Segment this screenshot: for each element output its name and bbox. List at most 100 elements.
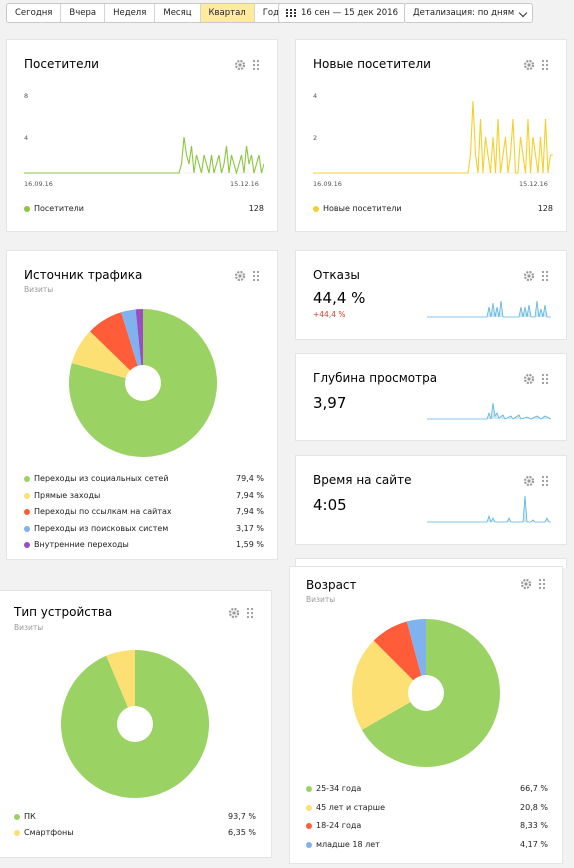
new-visitors-title: Новые посетители bbox=[313, 57, 431, 71]
card-tools bbox=[228, 607, 258, 619]
period-selector: Сегодня Вчера Неделя Месяц Квартал Год bbox=[6, 3, 289, 23]
drag-handle-icon[interactable] bbox=[246, 607, 254, 619]
pie-slice[interactable] bbox=[106, 650, 135, 724]
new-visitors-legend: Новые посетители 128 bbox=[313, 203, 553, 215]
period-week-button[interactable]: Неделя bbox=[105, 4, 156, 22]
traffic-source-title: Источник трафика bbox=[24, 268, 143, 282]
legend-value: 8,33 % bbox=[520, 821, 548, 830]
card-tools bbox=[523, 475, 553, 487]
legend-value: 20,8 % bbox=[520, 802, 548, 812]
legend-item[interactable]: 45 лет и старше 20,8 % bbox=[306, 802, 548, 814]
legend-name: Новые посетители bbox=[323, 204, 402, 213]
depth-sparkline bbox=[427, 402, 551, 420]
device-type-subtitle: Визиты bbox=[14, 623, 44, 632]
date-range-button[interactable]: 16 сен — 15 дек 2016 bbox=[278, 3, 406, 23]
depth-value: 3,97 bbox=[313, 394, 347, 412]
time-on-site-card: Время на сайте 4:05 bbox=[295, 455, 567, 545]
legend-name: младше 18 лет bbox=[316, 839, 380, 849]
legend-item[interactable]: Переходы из социальных сетей 79,4 % bbox=[24, 473, 264, 485]
legend-value: 6,35 % bbox=[228, 828, 256, 837]
gear-icon[interactable] bbox=[234, 270, 246, 282]
bounce-card: Отказы 44,4 % +44,4 % bbox=[295, 250, 567, 340]
legend-item[interactable]: ПК 93,7 % bbox=[14, 811, 256, 823]
drag-handle-icon[interactable] bbox=[538, 578, 546, 590]
detail-dropdown[interactable]: Детализация: по дням bbox=[404, 3, 534, 23]
legend-dot bbox=[14, 814, 20, 820]
legend-name: 45 лет и старше bbox=[316, 802, 385, 812]
legend-item[interactable]: Прямые заходы 7,94 % bbox=[24, 490, 264, 502]
age-title: Возраст bbox=[306, 578, 357, 592]
legend-dot bbox=[24, 206, 30, 212]
x-end-label: 15.12.16 bbox=[230, 180, 259, 188]
y-tick-label: 8 bbox=[24, 92, 29, 100]
legend-name: Посетители bbox=[34, 204, 84, 213]
card-tools bbox=[523, 59, 553, 71]
period-quarter-button[interactable]: Квартал bbox=[200, 4, 255, 22]
pie-slice[interactable] bbox=[351, 640, 426, 730]
drag-handle-icon[interactable] bbox=[252, 270, 260, 282]
series-line bbox=[24, 136, 264, 174]
gear-icon[interactable] bbox=[523, 373, 535, 385]
legend-value: 4,17 % bbox=[520, 839, 548, 849]
legend-item[interactable]: Посетители 128 bbox=[24, 203, 264, 215]
pie-slice[interactable] bbox=[90, 312, 143, 383]
device-type-title: Тип устройства bbox=[14, 605, 113, 619]
legend-item[interactable]: 25-34 года 66,7 % bbox=[306, 783, 548, 795]
period-year-button[interactable]: Год bbox=[262, 8, 280, 18]
legend-item[interactable]: Новые посетители 128 bbox=[313, 203, 553, 215]
card-tools bbox=[523, 270, 553, 282]
new-visitors-line-chart bbox=[313, 100, 553, 174]
device-type-legend: ПК 93,7 % Смартфоны 6,35 % bbox=[14, 811, 256, 851]
drag-handle-icon[interactable] bbox=[541, 59, 549, 71]
legend-value: 79,4 % bbox=[236, 474, 264, 483]
pie-slice[interactable] bbox=[406, 619, 426, 693]
legend-value: 128 bbox=[248, 204, 264, 213]
period-yesterday-button[interactable]: Вчера bbox=[61, 4, 106, 22]
toolbar: Сегодня Вчера Неделя Месяц Квартал Год 1… bbox=[0, 0, 574, 30]
drag-handle-icon[interactable] bbox=[541, 373, 549, 385]
legend-name: 25-34 года bbox=[316, 784, 362, 793]
legend-item[interactable]: Переходы по ссылкам на сайтах 7,94 % bbox=[24, 506, 264, 518]
x-start-label: 16.09.16 bbox=[313, 180, 342, 188]
period-today-button[interactable]: Сегодня bbox=[7, 4, 62, 22]
donut-hole bbox=[125, 365, 161, 401]
pie-slice[interactable] bbox=[121, 309, 143, 383]
legend-item[interactable]: Внутренние переходы 1,59 % bbox=[24, 539, 264, 551]
legend-name: Внутренние переходы bbox=[34, 540, 129, 550]
drag-handle-icon[interactable] bbox=[541, 475, 549, 487]
bounce-value: 44,4 % bbox=[313, 289, 366, 307]
period-month-button[interactable]: Месяц bbox=[155, 4, 201, 22]
drag-handle-icon[interactable] bbox=[252, 59, 260, 71]
traffic-source-card: Источник трафика Визиты Переходы из соци… bbox=[6, 250, 278, 560]
age-card: Возраст Визиты 25-34 года 66,7 % 45 лет и … bbox=[289, 566, 563, 864]
card-tools bbox=[523, 373, 553, 385]
legend-dot bbox=[24, 476, 30, 482]
pie-slice[interactable] bbox=[373, 621, 426, 693]
legend-value: 7,94 % bbox=[236, 490, 264, 500]
pie-slice[interactable] bbox=[135, 309, 143, 383]
drag-handle-icon[interactable] bbox=[541, 270, 549, 282]
legend-item[interactable]: 18-24 года 8,33 % bbox=[306, 820, 548, 832]
legend-item[interactable]: Смартфоны 6,35 % bbox=[14, 827, 256, 839]
legend-value: 1,59 % bbox=[236, 540, 264, 550]
legend-item[interactable]: Переходы из поисковых систем 3,17 % bbox=[24, 523, 264, 535]
age-pie-chart bbox=[351, 619, 501, 767]
visitors-card: Посетители 8 4 16.09.16 15.12.16 Посетит… bbox=[6, 39, 278, 232]
calendar-icon bbox=[286, 9, 296, 17]
legend-value: 128 bbox=[537, 204, 553, 213]
legend-dot bbox=[313, 206, 319, 212]
card-tools bbox=[234, 270, 264, 282]
gear-icon[interactable] bbox=[523, 475, 535, 487]
gear-icon[interactable] bbox=[228, 607, 240, 619]
depth-title: Глубина просмотра bbox=[313, 371, 438, 385]
legend-name: Переходы по ссылкам на сайтах bbox=[34, 507, 172, 517]
legend-item[interactable]: младше 18 лет 4,17 % bbox=[306, 839, 548, 851]
gear-icon[interactable] bbox=[523, 270, 535, 282]
gear-icon[interactable] bbox=[234, 59, 246, 71]
gear-icon[interactable] bbox=[523, 59, 535, 71]
gear-icon[interactable] bbox=[520, 578, 532, 590]
visitors-line-chart bbox=[24, 136, 264, 174]
pie-slice[interactable] bbox=[71, 331, 143, 383]
y-tick-label: 2 bbox=[313, 134, 318, 142]
time-on-site-sparkline bbox=[427, 495, 551, 524]
